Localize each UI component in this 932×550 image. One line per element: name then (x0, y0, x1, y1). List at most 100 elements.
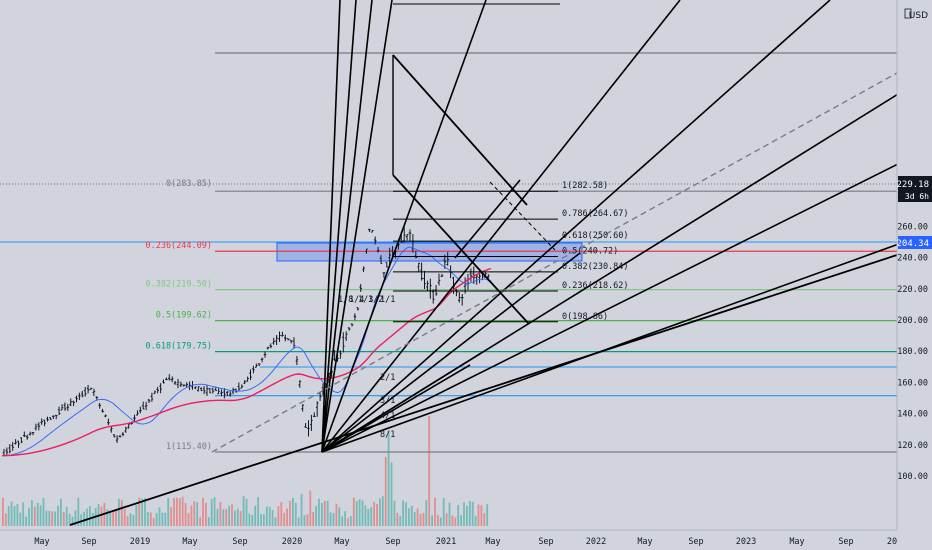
time-axis-tick: 2021 (436, 537, 456, 547)
volume-bar (445, 513, 448, 526)
volume-bar (173, 497, 175, 526)
volume-bar (248, 513, 251, 526)
volume-bar (312, 512, 315, 526)
gann-fan-line (321, 0, 357, 453)
blue-line-price-value: 204.34 (896, 239, 929, 249)
volume-bar (62, 511, 65, 526)
last-price-value: 229.18 (896, 180, 929, 190)
volume-bar (419, 513, 422, 526)
volume-bar (132, 514, 135, 526)
time-axis-tick: May (334, 537, 349, 547)
volume-bar (74, 510, 77, 526)
volume-bar (399, 515, 402, 526)
moving-averages-layer (1, 246, 492, 457)
volume-bar (123, 509, 126, 526)
fib-left-label: 0(283.85) (166, 179, 212, 189)
volume-bar (141, 498, 143, 526)
volume-bar (355, 501, 358, 526)
volume-bar (286, 508, 288, 526)
volume-bar (422, 512, 425, 526)
time-axis-labels: May Sep 2019 May Sep 2020 May Sep 2021 May Sep 2022… (34, 537, 897, 547)
price-axis-tick: 260.00 (897, 222, 928, 232)
volume-bar (68, 513, 71, 526)
volume-bar (147, 511, 149, 526)
time-axis-tick: May (637, 537, 652, 547)
volume-bar (294, 503, 297, 526)
time-axis-tick: Sep (385, 537, 400, 547)
gann-fan-line (321, 0, 831, 453)
price-axis-tick: 120.00 (897, 441, 928, 451)
volume-bar (329, 512, 332, 526)
volume-bar (170, 507, 172, 526)
volume-bar (428, 416, 431, 526)
volume-bar (384, 456, 387, 526)
volume-bar (213, 497, 216, 526)
gann-fan-label: 3/1 (380, 396, 395, 406)
gann-fan-line (321, 0, 487, 453)
volume-bar (437, 515, 439, 526)
volume-bar (16, 504, 19, 526)
volume-bar (91, 512, 94, 526)
volume-bar (181, 496, 184, 526)
volume-bar (65, 506, 68, 526)
volume-bar (263, 514, 265, 526)
fib-right-label: 0.786(264.67) (562, 209, 629, 219)
volume-bar (367, 509, 370, 526)
volume-bar (289, 500, 291, 526)
time-axis-tick: 2022 (586, 537, 606, 547)
price-bars-layer (2, 226, 490, 456)
moving-average-fast (1, 246, 492, 457)
fib-right-label: 0.618(250.60) (562, 231, 629, 241)
last-price-tag: 229.18 3d 6h (896, 176, 932, 202)
volume-bar (457, 504, 460, 526)
volume-bar (155, 512, 158, 526)
fib-left-label: 0.236(244.09) (145, 241, 212, 251)
volume-bar (390, 462, 393, 526)
fib-right-label: 0.5(240.72) (562, 247, 618, 257)
gann-fan-label: 8/1 (380, 430, 395, 440)
volume-bar (205, 502, 207, 526)
fib-right-label: 0.382(230.84) (562, 262, 629, 272)
volume-bar (439, 517, 442, 526)
volume-bar (405, 502, 407, 526)
volume-bar (118, 498, 120, 526)
volume-bar (402, 500, 404, 526)
volume-bar (387, 431, 390, 526)
volume-bar (274, 517, 277, 526)
volume-bar (254, 505, 257, 526)
volume-bar (126, 516, 129, 526)
projection-dashed-line (489, 181, 556, 251)
volume-bar (486, 504, 489, 526)
volume-bar (265, 506, 268, 526)
time-axis-tick: 2023 (736, 537, 756, 547)
volume-bar (161, 512, 164, 526)
volume-bar (315, 505, 317, 526)
time-axis-tick: Sep (688, 537, 703, 547)
volume-bar (451, 515, 454, 526)
volume-bar (236, 508, 239, 526)
volume-bar (434, 497, 436, 526)
volume-bar (268, 506, 271, 526)
volume-bar (300, 493, 303, 526)
gann-fan-label: 1/1 (380, 295, 395, 305)
volume-bar (57, 505, 59, 526)
volume-bar (176, 497, 178, 526)
volume-bar (413, 512, 416, 526)
volume-bar (483, 513, 486, 526)
volume-bar (234, 510, 236, 526)
volume-bar (431, 515, 433, 526)
volume-bar (83, 511, 85, 526)
volume-bar (36, 502, 39, 526)
time-axis-tick: Sep (232, 537, 247, 547)
fib-right-label: 1(282.58) (562, 181, 608, 191)
volume-bar (416, 508, 419, 526)
volume-bar (109, 512, 112, 526)
volume-bar (480, 505, 483, 526)
volume-bar (22, 502, 25, 526)
volume-bar (251, 515, 254, 526)
volume-bar (358, 499, 361, 526)
demand-zone-box (276, 242, 583, 262)
volume-bar (277, 506, 280, 526)
